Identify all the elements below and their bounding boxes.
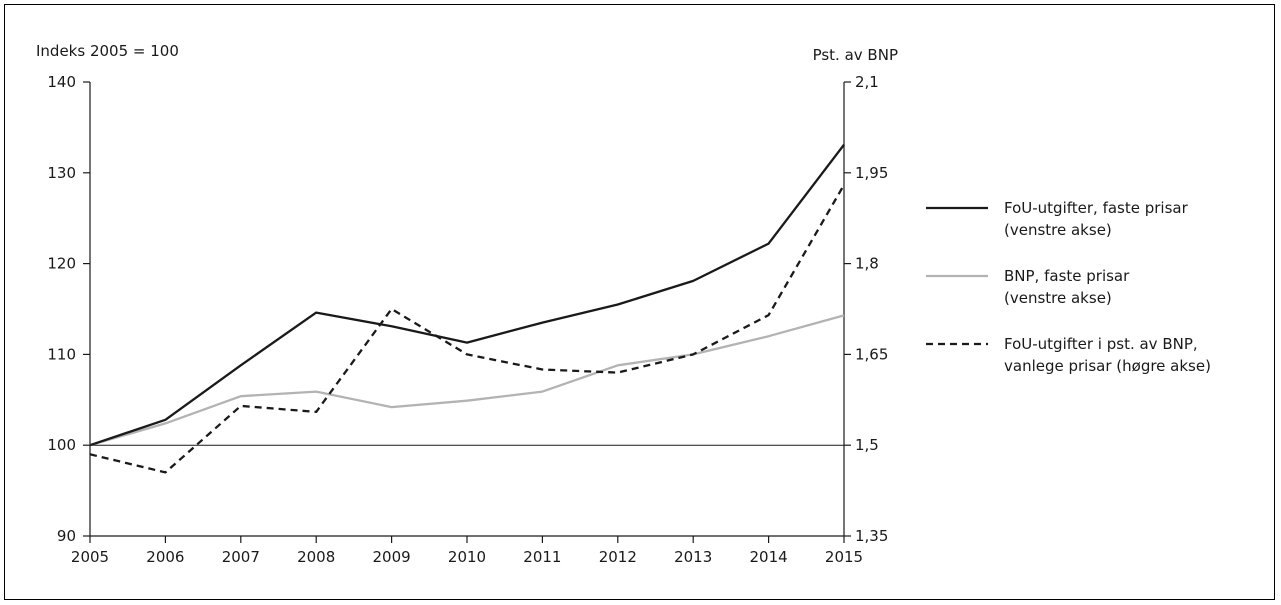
legend-label-3: vanlege prisar (høgre akse) [1004,357,1211,375]
left-tick-label: 90 [57,527,76,545]
right-tick-label: 1,65 [855,345,888,363]
x-tick-label: 2014 [750,548,788,566]
x-tick-label: 2009 [373,548,411,566]
right-tick-label: 1,5 [855,436,879,454]
legend-label-3: FoU-utgifter i pst. av BNP, [1004,335,1198,353]
right-tick-label: 1,95 [855,164,888,182]
left-tick-label: 130 [47,164,76,182]
series-line-2 [89,314,845,447]
chart-frame [4,4,1275,600]
x-tick-label: 2011 [523,548,561,566]
x-tick-label: 2012 [599,548,637,566]
legend-label-1: (venstre akse) [1004,221,1112,239]
right-tick-label: 1,8 [855,255,879,273]
left-axis-title: Indeks 2005 = 100 [36,42,179,60]
x-tick-label: 2005 [71,548,109,566]
plot-area: 90 100 110 120 130 140 1,35 1,5 1,65 1,8 1,95 2,1 20… [47,73,888,566]
legend-label-2: BNP, faste prisar [1004,267,1130,285]
left-tick-label: 100 [47,436,76,454]
x-tick-label: 2006 [146,548,184,566]
left-tick-label: 110 [47,345,76,363]
right-axis-title: Pst. av BNP [813,46,898,64]
x-tick-label: 2013 [674,548,712,566]
x-tick-label: 2010 [448,548,486,566]
right-tick-label: 1,35 [855,527,888,545]
left-tick-label: 140 [47,73,76,91]
legend-label-1: FoU-utgifter, faste prisar [1004,199,1189,217]
legend: FoU-utgifter, faste prisar (venstre akse)… [926,199,1211,375]
left-tick-label: 120 [47,255,76,273]
series-line-3 [89,184,845,474]
right-tick-label: 2,1 [855,73,879,91]
x-tick-label: 2008 [297,548,335,566]
x-tick-label: 2015 [825,548,863,566]
x-tick-label: 2007 [222,548,260,566]
legend-label-2: (venstre akse) [1004,289,1112,307]
